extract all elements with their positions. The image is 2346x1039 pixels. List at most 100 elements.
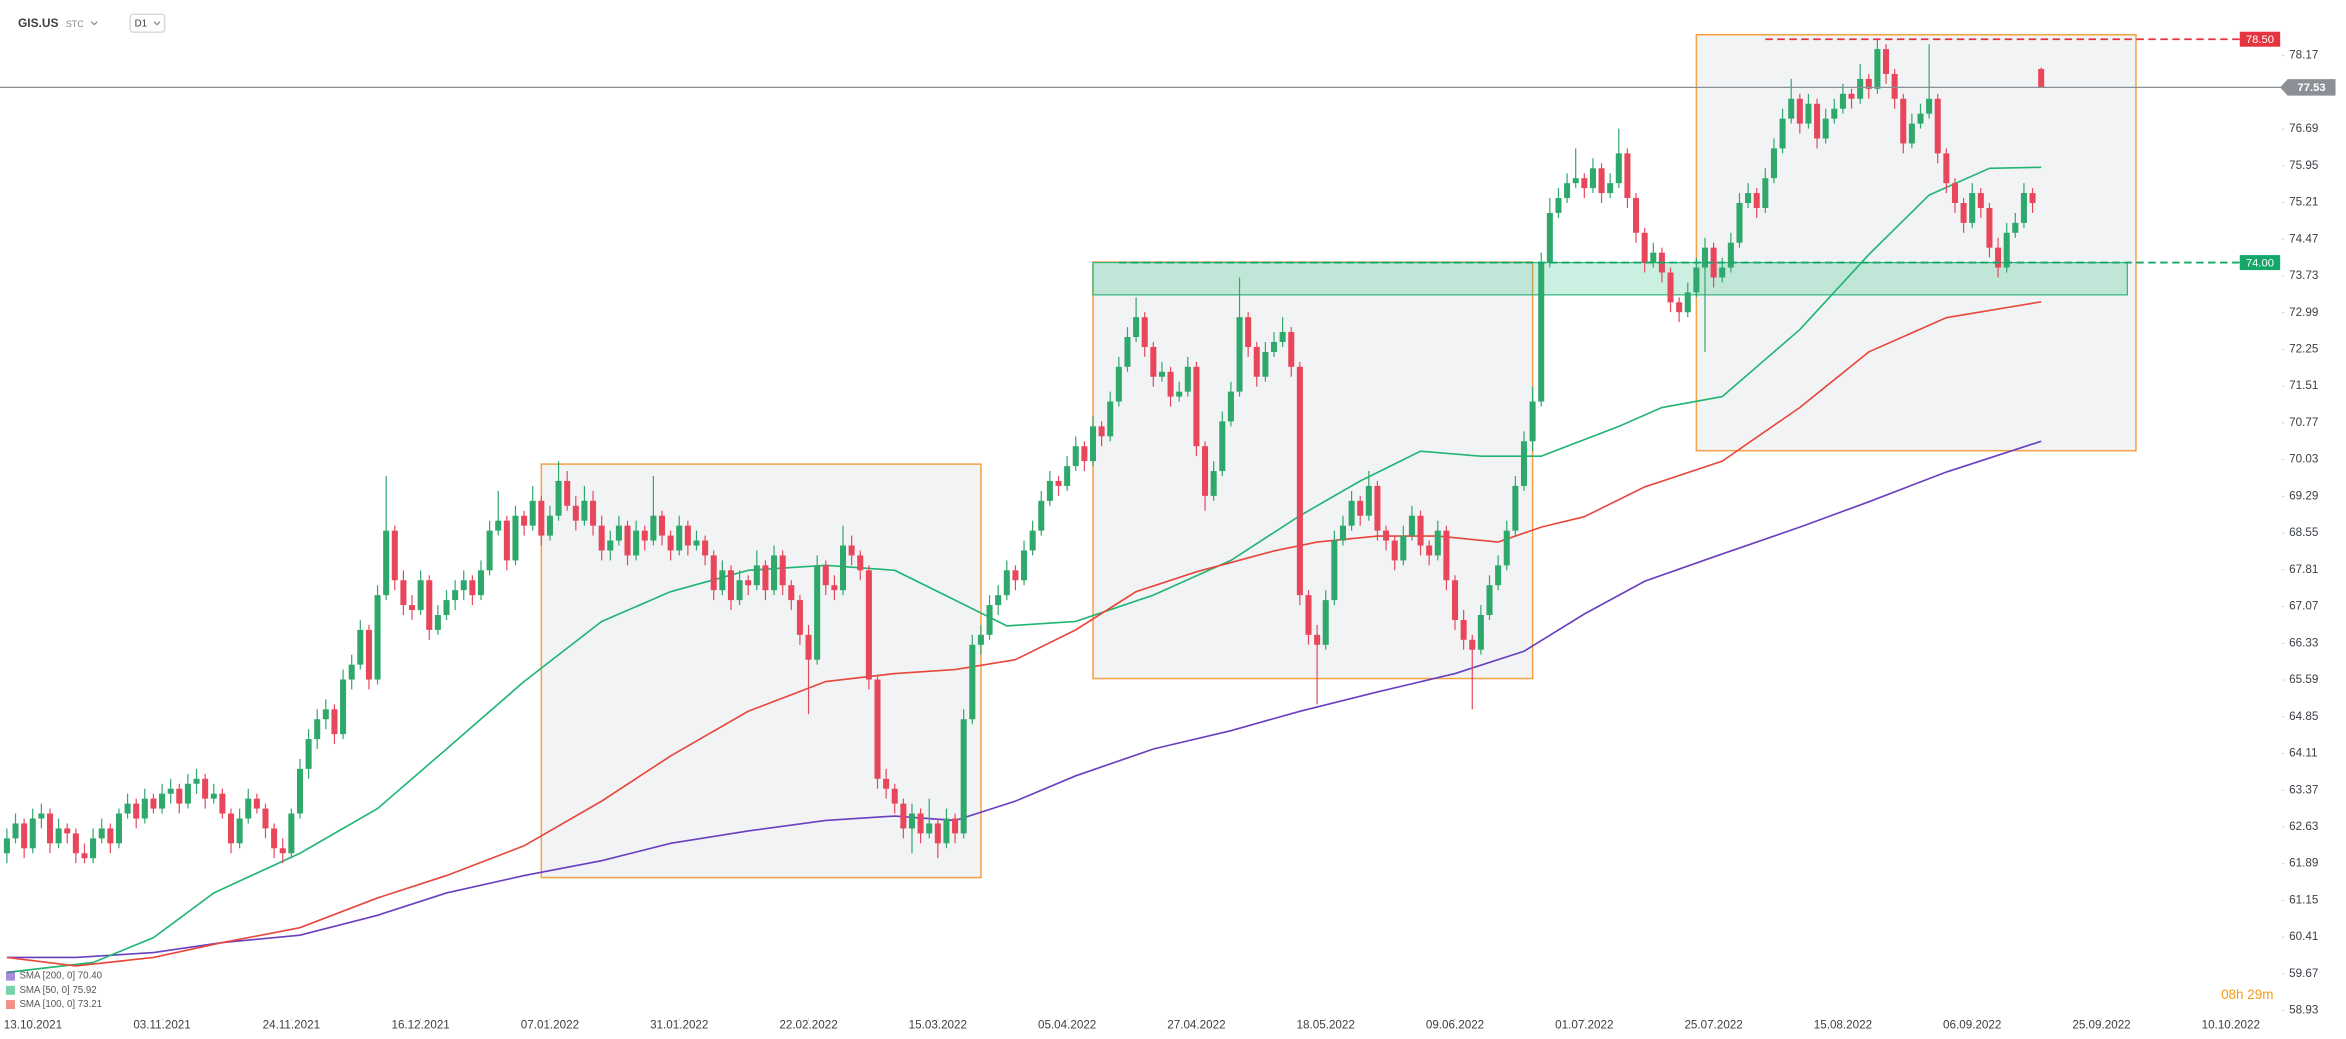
interval-dropdown-icon[interactable] [153,21,161,26]
candle-body [1788,98,1795,119]
x-tick-label: 05.04.2022 [1038,1019,1096,1032]
y-tick-label: 66.33 [2289,636,2318,649]
candle-body [1727,242,1734,268]
candle-body [1133,317,1140,338]
candle-body [1021,550,1028,581]
candle-body [702,540,709,556]
candle-body [417,580,424,611]
candle-body [598,525,605,551]
candle-body [1460,619,1467,640]
candle-body [771,555,778,591]
candle-body [184,783,191,804]
range-box [1092,261,1534,680]
candle-body [331,709,338,735]
candle-body [745,580,752,586]
candle-body [607,540,614,551]
market-dropdown-icon[interactable] [90,21,98,26]
interval[interactable]: D1 [135,19,147,30]
candle-body [1357,500,1364,516]
interval-dropdown[interactable] [129,13,166,33]
candle-body [176,788,183,804]
candle-body [1167,371,1174,397]
x-tick-label: 24.11.2021 [263,1019,320,1032]
x-tick-label: 15.03.2022 [909,1019,967,1032]
candle-body [486,530,493,571]
candle-body [693,540,700,546]
candle-body [1089,426,1097,462]
candle-body [1745,193,1752,204]
y-tick-label: 76.69 [2289,122,2318,135]
candle-body [917,813,924,834]
candle-body [1219,421,1226,472]
candles [3,39,2045,864]
candle-body [883,778,890,789]
y-tick-label: 67.81 [2289,563,2318,576]
candle-body [2038,68,2045,88]
candle-body [1641,232,1648,263]
candle-body [1115,366,1122,402]
indicators [6,166,2042,974]
candle-body [1719,267,1726,278]
candle-body [1762,178,1769,208]
candle-body [1184,366,1191,392]
y-tick-label: 75.21 [2289,196,2318,209]
candle-body [805,634,812,660]
candle-body [900,803,907,829]
candle-body [624,525,631,556]
candle-body [676,525,683,551]
candle-body [1365,485,1372,516]
candle-body [1495,565,1502,586]
candle-body [555,480,562,516]
drawings [540,33,2137,879]
candle-body [469,580,476,596]
y-tick-label: 72.25 [2289,343,2318,356]
candle-body [1400,535,1407,561]
candle-body [1434,530,1441,556]
candle-body [426,580,433,630]
candle-body [64,828,71,834]
candle-body [1770,148,1777,179]
candle-body [684,525,691,546]
candle-body [1546,212,1553,263]
candle-body [357,629,364,665]
candle-body [1029,530,1036,551]
candle-body [1857,78,1864,99]
candle-body [1038,500,1045,531]
candle-body [719,570,726,591]
candle-body [1529,401,1536,442]
x-tick-label: 25.07.2022 [1684,1019,1742,1032]
x-tick-label: 22.02.2022 [779,1019,837,1032]
candle-body [1900,98,1907,144]
candle-body [969,644,976,720]
candle-body [1779,118,1786,149]
candle-body [926,823,933,834]
candle-body [107,828,114,844]
candle-body [1503,530,1510,566]
y-tick-label: 61.89 [2289,857,2318,870]
sma-line [6,440,2042,959]
candle-body [46,813,54,844]
x-tick-label: 10.10.2022 [2202,1019,2260,1032]
candle-body [1676,302,1683,313]
symbol[interactable]: GIS.US [18,16,59,30]
candle-body [1227,391,1234,422]
candle-body [1443,530,1450,581]
candle-body [727,570,734,601]
candle-body [383,530,390,596]
range-box [540,463,982,879]
candle-body [581,500,588,521]
candle-body [81,853,88,859]
candle-body [762,565,769,591]
y-tick-label: 62.63 [2289,820,2318,833]
sma-line [6,300,2042,967]
candle-body [650,515,657,541]
candle-body [115,813,122,844]
level-tag [2239,255,2281,271]
candle-body [995,595,1002,606]
candle-body [495,520,502,531]
candle-body [1960,203,1967,223]
x-tick-label: 03.11.2021 [133,1019,190,1032]
x-tick-label: 16.12.2021 [391,1019,449,1032]
candle-body [1046,480,1053,501]
candle-body [279,848,286,854]
